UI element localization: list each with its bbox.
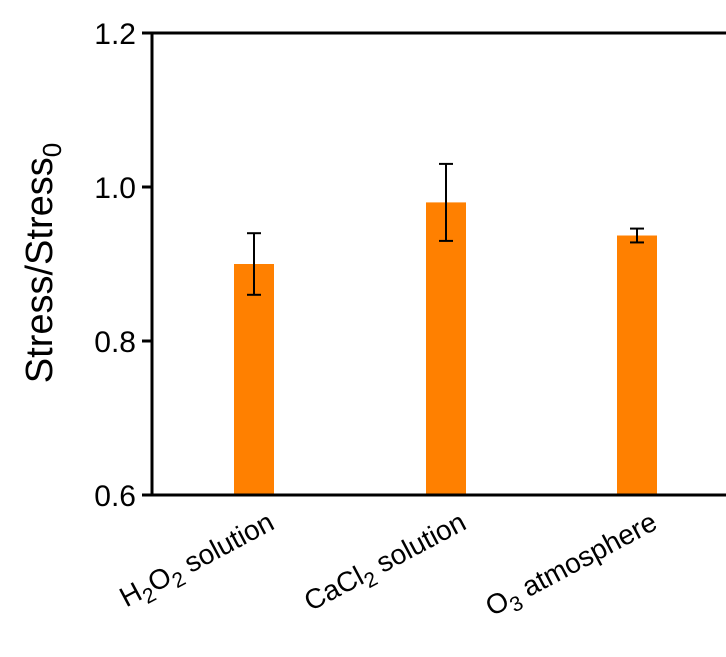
bar: [234, 264, 274, 495]
y-tick-label: 1.2: [94, 18, 136, 51]
y-tick-label: 0.6: [94, 480, 136, 513]
bar: [617, 235, 657, 495]
bars: [234, 202, 657, 495]
y-axis: 0.6 0.8 1.0 1.2: [94, 18, 726, 513]
y-tick-label: 0.8: [94, 326, 136, 359]
bar: [426, 202, 466, 495]
error-bars: [247, 162, 644, 296]
category-label: O3 atmosphere: [480, 506, 664, 627]
y-tick-label: 1.0: [94, 172, 136, 205]
y-axis-label: Stress/Stress0: [19, 143, 67, 383]
category-label: CaCl2 solution: [299, 506, 474, 622]
category-label: H2O2 solution: [114, 506, 281, 618]
